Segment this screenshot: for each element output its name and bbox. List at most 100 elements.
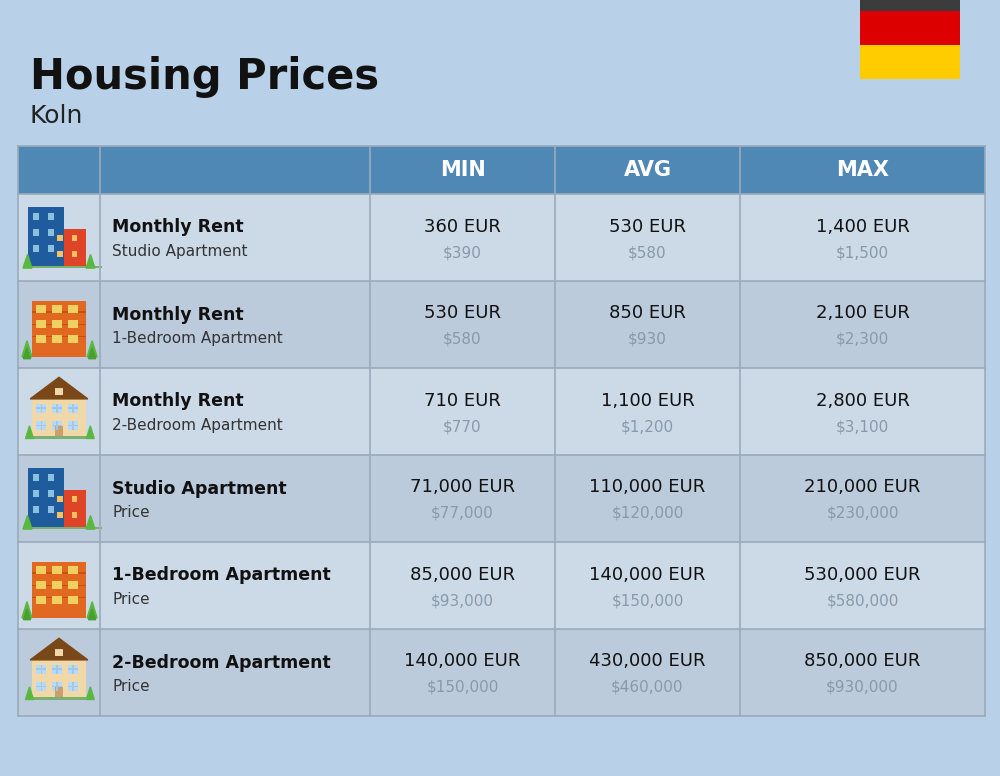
Text: Koln: Koln — [30, 104, 83, 128]
Bar — [32, 301, 86, 357]
Bar — [41, 404, 42, 413]
Bar — [68, 320, 78, 327]
Text: Housing Prices: Housing Prices — [30, 56, 379, 98]
Text: $230,000: $230,000 — [826, 506, 899, 521]
Bar — [36, 566, 46, 573]
Bar — [33, 507, 39, 513]
Text: 1-Bedroom Apartment: 1-Bedroom Apartment — [112, 566, 331, 584]
Text: 85,000 EUR: 85,000 EUR — [410, 566, 515, 584]
Bar — [52, 404, 62, 413]
Polygon shape — [23, 515, 32, 529]
Bar — [68, 664, 78, 674]
Text: $2,300: $2,300 — [836, 332, 889, 347]
Polygon shape — [22, 601, 32, 618]
Bar — [36, 421, 46, 430]
Text: 530 EUR: 530 EUR — [424, 304, 501, 323]
Text: Monthly Rent: Monthly Rent — [112, 393, 244, 411]
Text: 1,400 EUR: 1,400 EUR — [816, 217, 909, 235]
Bar — [41, 664, 42, 674]
Bar — [68, 686, 78, 687]
Bar — [860, 0, 960, 11]
Bar — [41, 421, 42, 430]
Bar — [54, 490, 86, 529]
Bar — [860, 11, 960, 45]
Text: 1,100 EUR: 1,100 EUR — [601, 392, 694, 410]
Bar — [52, 682, 62, 691]
Text: 2,100 EUR: 2,100 EUR — [816, 304, 909, 323]
Bar — [36, 596, 46, 604]
Text: 850,000 EUR: 850,000 EUR — [804, 653, 921, 670]
Bar — [56, 404, 58, 413]
Text: 140,000 EUR: 140,000 EUR — [589, 566, 706, 584]
Bar — [33, 490, 39, 497]
Bar — [52, 580, 62, 589]
Text: 2-Bedroom Apartment: 2-Bedroom Apartment — [112, 418, 283, 433]
Bar — [56, 682, 58, 691]
Text: 360 EUR: 360 EUR — [424, 217, 501, 235]
Text: $1,500: $1,500 — [836, 245, 889, 260]
Bar — [68, 424, 78, 426]
Bar — [52, 305, 62, 313]
Text: AVG: AVG — [624, 160, 672, 180]
Bar — [28, 207, 64, 268]
Bar — [55, 387, 63, 395]
Bar — [56, 664, 58, 674]
Polygon shape — [87, 601, 97, 618]
Text: $93,000: $93,000 — [431, 593, 494, 608]
Polygon shape — [89, 348, 96, 359]
Text: 2-Bedroom Apartment: 2-Bedroom Apartment — [112, 653, 331, 671]
Bar — [72, 235, 77, 241]
Bar — [68, 668, 78, 670]
Text: Monthly Rent: Monthly Rent — [112, 306, 244, 324]
Text: Price: Price — [112, 505, 150, 520]
Polygon shape — [22, 341, 32, 357]
Bar — [36, 682, 46, 691]
Bar — [72, 251, 77, 258]
Bar — [68, 421, 78, 430]
Polygon shape — [89, 609, 96, 620]
Bar — [52, 596, 62, 604]
Bar — [32, 562, 86, 618]
Bar — [32, 584, 86, 586]
Polygon shape — [30, 639, 88, 660]
Text: $77,000: $77,000 — [431, 506, 494, 521]
Text: 210,000 EUR: 210,000 EUR — [804, 479, 921, 497]
Text: MIN: MIN — [440, 160, 485, 180]
Bar — [18, 146, 985, 194]
Bar — [57, 235, 63, 241]
Bar — [72, 664, 74, 674]
Bar — [48, 507, 54, 513]
Bar — [18, 542, 985, 629]
Text: $120,000: $120,000 — [611, 506, 684, 521]
Bar — [27, 527, 102, 529]
Bar — [52, 407, 62, 409]
Bar — [32, 336, 86, 338]
Polygon shape — [86, 426, 94, 438]
Bar — [33, 474, 39, 480]
Bar — [36, 664, 46, 674]
Bar — [57, 497, 63, 502]
Bar — [36, 305, 46, 313]
Text: 71,000 EUR: 71,000 EUR — [410, 479, 515, 497]
Bar — [68, 566, 78, 573]
Bar — [72, 497, 77, 502]
Bar — [32, 597, 86, 598]
Polygon shape — [87, 341, 97, 357]
Text: $150,000: $150,000 — [611, 593, 684, 608]
Bar — [52, 686, 62, 687]
Bar — [18, 368, 985, 455]
Bar — [72, 404, 74, 413]
Bar — [36, 404, 46, 413]
Polygon shape — [23, 348, 31, 359]
Bar — [48, 490, 54, 497]
Bar — [18, 281, 985, 368]
Text: $1,200: $1,200 — [621, 419, 674, 434]
Text: Monthly Rent: Monthly Rent — [112, 219, 244, 237]
Polygon shape — [26, 687, 33, 699]
Bar — [36, 580, 46, 589]
Bar — [33, 245, 39, 252]
Bar — [32, 324, 86, 325]
Text: $390: $390 — [443, 245, 482, 260]
Bar — [54, 228, 86, 268]
Text: $3,100: $3,100 — [836, 419, 889, 434]
